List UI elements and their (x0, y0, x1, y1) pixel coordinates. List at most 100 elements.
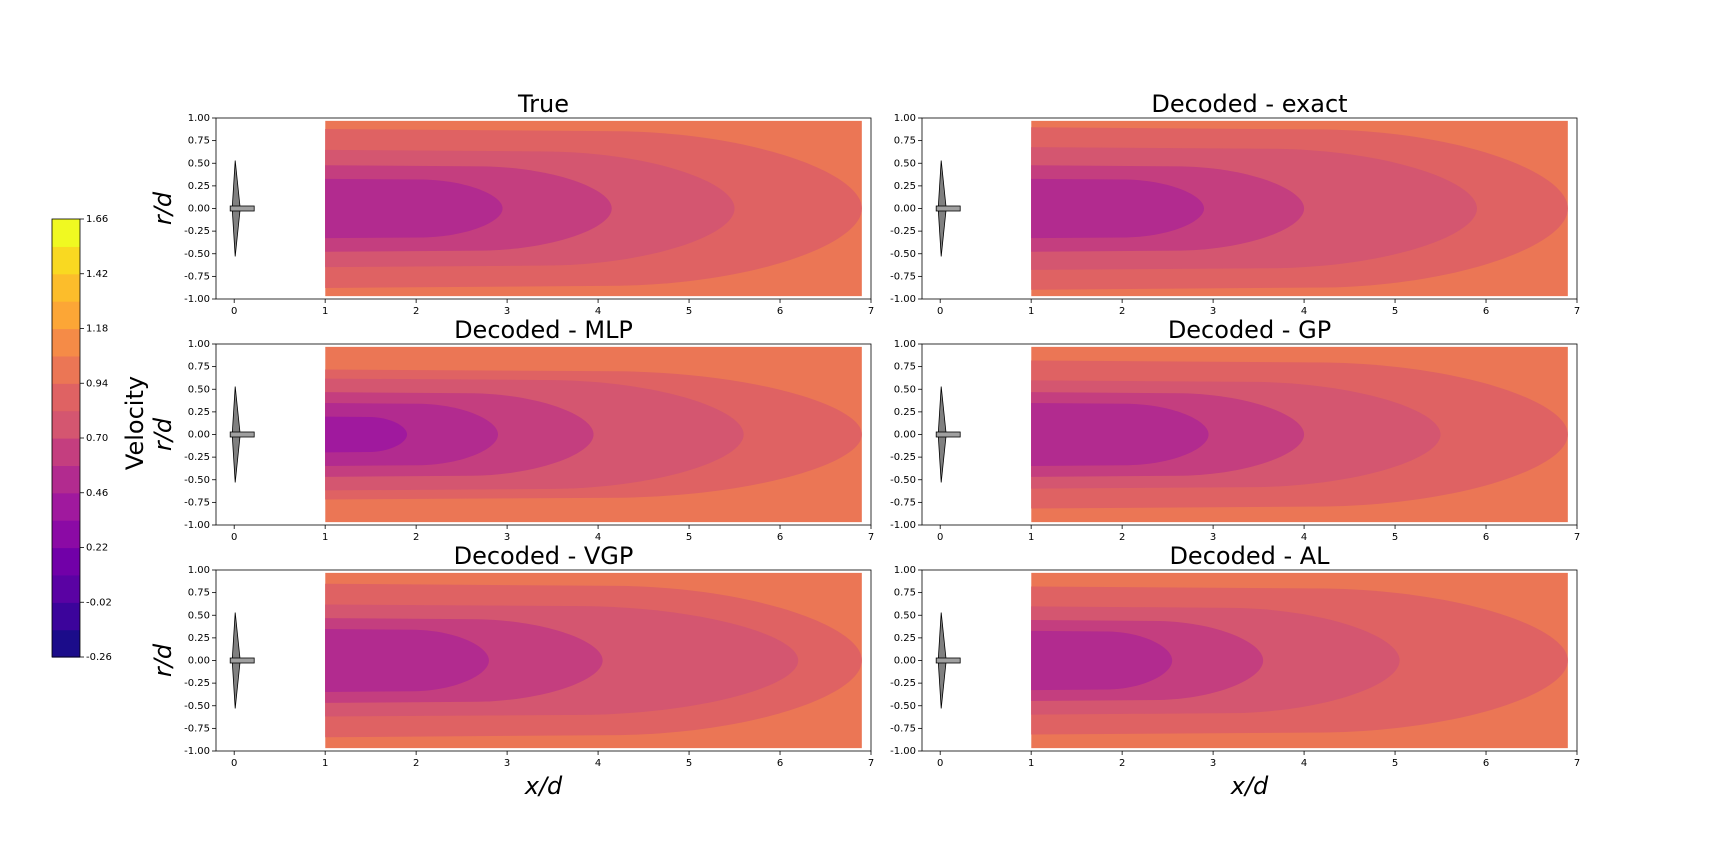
colorbar-label: Velocity (121, 376, 149, 470)
y-tick-label: -0.25 (890, 452, 916, 463)
x-tick-label: 7 (868, 532, 874, 543)
panel-decoded-vgp: Decoded - VGP 1.00 0.75 0.50 0.25 0.00 -0.25 -0… (149, 542, 874, 800)
contour-field (325, 346, 862, 523)
y-tick-label: -0.25 (890, 226, 916, 237)
panel-title: Decoded - GP (1168, 316, 1331, 344)
y-tick-label: 0.75 (894, 588, 916, 599)
x-tick-label: 3 (504, 532, 510, 543)
turbine-nacelle (229, 205, 255, 212)
turbine-icon (935, 612, 961, 709)
colorbar-band (52, 520, 80, 549)
y-tick-label: -0.50 (184, 475, 210, 486)
colorbar-band (52, 410, 80, 439)
contour-field (1031, 120, 1568, 297)
y-tick-label: 0.50 (188, 610, 210, 621)
contour-level (325, 178, 503, 239)
x-tick-label: 7 (868, 758, 874, 769)
y-tick-label: 0.00 (894, 430, 916, 441)
x-tick-label: 6 (1483, 306, 1489, 317)
y-tick-label: 0.25 (188, 181, 210, 192)
y-tick-label: -0.50 (890, 701, 916, 712)
colorbar-band (52, 438, 80, 466)
turbine-nacelle (935, 657, 961, 664)
x-tick-label: 1 (1028, 532, 1034, 543)
x-tick-label: 4 (1301, 758, 1307, 769)
x-tick-label: 1 (1028, 306, 1034, 317)
panel-title: Decoded - MLP (454, 316, 633, 344)
y-tick-label: 0.25 (894, 633, 916, 644)
x-tick-label: 4 (595, 758, 601, 769)
y-tick-label: -1.00 (184, 520, 210, 531)
y-tick-label: -0.75 (890, 271, 916, 282)
y-tick-label: -0.50 (890, 249, 916, 260)
x-tick-label: 5 (686, 306, 692, 317)
x-tick-label: 2 (1119, 306, 1125, 317)
y-tick-label: -0.75 (890, 723, 916, 734)
y-tick-label: -0.75 (184, 271, 210, 282)
x-tick-label: 1 (322, 306, 328, 317)
colorbar-tick-label: 0.94 (86, 378, 108, 389)
panel-title: Decoded - exact (1151, 90, 1347, 118)
y-tick-label: 0.50 (894, 384, 916, 395)
y-tick-label: 1.00 (894, 339, 916, 350)
colorbar-band (52, 383, 80, 412)
turbine-nacelle (935, 431, 961, 438)
panel-title: True (517, 90, 569, 118)
x-tick-label: 1 (322, 758, 328, 769)
x-tick-label: 0 (231, 306, 237, 317)
y-tick-label: 0.00 (894, 656, 916, 667)
x-tick-label: 3 (504, 306, 510, 317)
y-tick-label: 1.00 (894, 565, 916, 576)
y-tick-label: 0.00 (188, 204, 210, 215)
y-tick-label: 0.75 (188, 362, 210, 373)
x-tick-label: 4 (1301, 306, 1307, 317)
x-tick-label: 7 (868, 306, 874, 317)
x-tick-label: 5 (686, 532, 692, 543)
y-tick-label: -0.75 (184, 723, 210, 734)
y-axis-label: r/d (149, 191, 177, 225)
x-tick-label: 7 (1574, 306, 1580, 317)
contour-field (325, 120, 862, 297)
x-tick-label: 6 (777, 306, 783, 317)
x-tick-label: 5 (1392, 758, 1398, 769)
y-tick-label: 0.75 (894, 362, 916, 373)
x-tick-label: 3 (1210, 532, 1216, 543)
y-tick-label: 0.00 (188, 430, 210, 441)
y-tick-label: 0.25 (188, 407, 210, 418)
y-tick-label: 0.75 (188, 588, 210, 599)
y-tick-label: 0.25 (188, 633, 210, 644)
y-tick-label: -0.25 (184, 678, 210, 689)
x-tick-label: 2 (413, 532, 419, 543)
y-tick-label: -0.25 (184, 226, 210, 237)
x-tick-label: 6 (1483, 758, 1489, 769)
colorbar-band (52, 629, 80, 658)
x-tick-label: 0 (231, 758, 237, 769)
colorbar-band (52, 328, 80, 357)
x-tick-label: 2 (413, 758, 419, 769)
colorbar: 1.66 1.42 1.18 0.94 0.70 0.46 0.22 -0.02 -0.26 (51, 214, 112, 663)
colorbar-tick-label: 1.18 (86, 324, 108, 335)
colorbar-band (52, 355, 80, 384)
x-tick-label: 7 (1574, 532, 1580, 543)
y-axis-label: r/d (149, 417, 177, 451)
turbine-icon (229, 160, 255, 257)
y-tick-label: 0.00 (188, 656, 210, 667)
y-tick-label: -0.75 (890, 497, 916, 508)
x-tick-label: 4 (1301, 532, 1307, 543)
y-tick-label: 1.00 (188, 113, 210, 124)
contour-level (325, 629, 489, 692)
x-tick-label: 2 (1119, 532, 1125, 543)
turbine-icon (229, 386, 255, 483)
x-tick-label: 6 (1483, 532, 1489, 543)
turbine-nacelle (229, 657, 255, 664)
panel-decoded-mlp: Decoded - MLP 1.00 0.75 0.50 0.25 0.00 -0.25 -0… (149, 316, 874, 543)
y-tick-label: 0.25 (894, 181, 916, 192)
y-tick-label: 0.50 (894, 610, 916, 621)
y-tick-label: 0.50 (188, 384, 210, 395)
y-tick-label: -1.00 (184, 746, 210, 757)
colorbar-band (52, 465, 80, 494)
colorbar-band (52, 246, 80, 275)
contour-field (1031, 572, 1568, 749)
x-tick-label: 1 (1028, 758, 1034, 769)
